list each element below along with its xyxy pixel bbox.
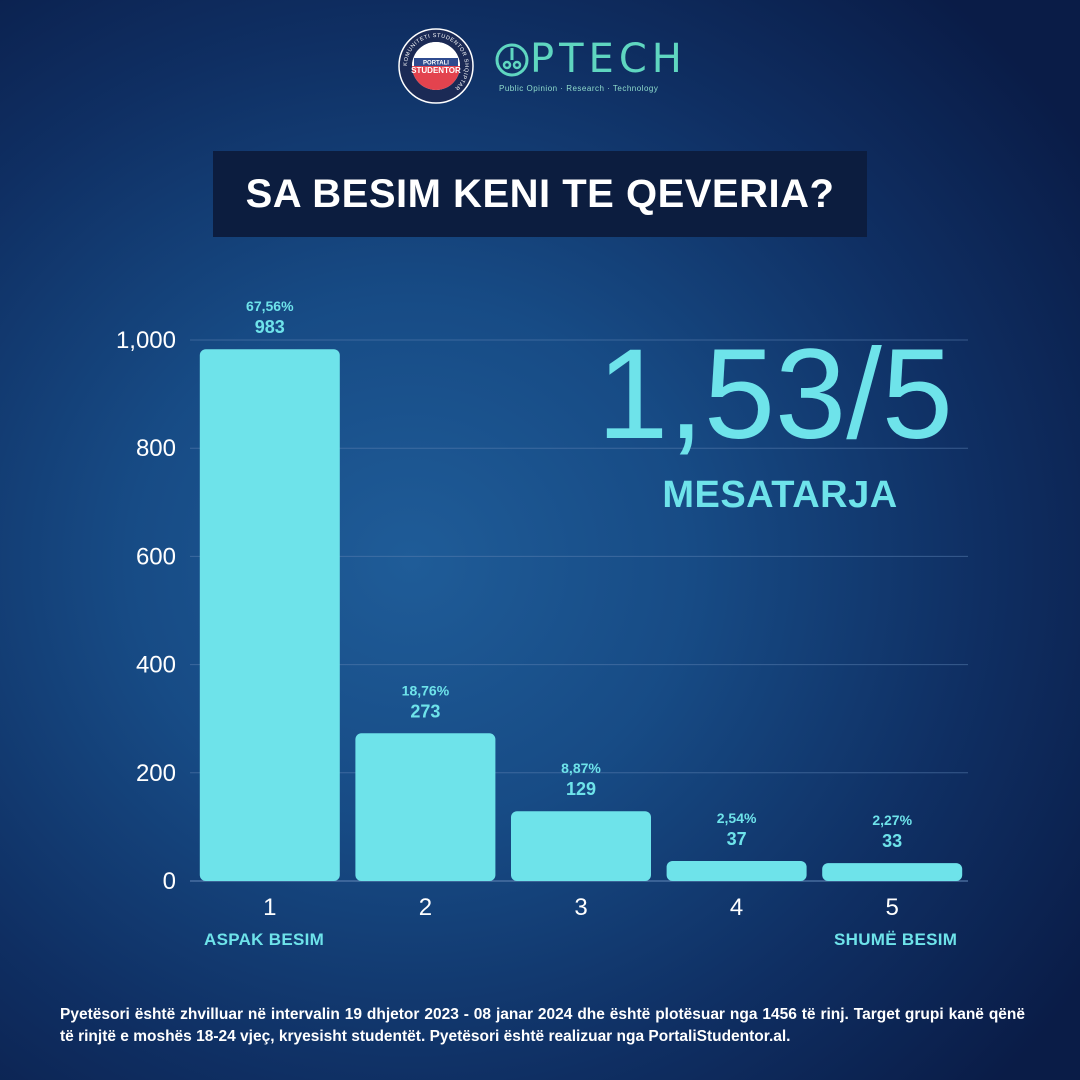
scale-high-label: SHUMË BESIM bbox=[834, 930, 958, 949]
y-tick-label: 600 bbox=[136, 543, 176, 570]
x-category-label: 4 bbox=[730, 894, 743, 921]
bars bbox=[199, 349, 963, 881]
bar-percent-label: 2,54% bbox=[717, 810, 757, 826]
bar-value-label: 129 bbox=[566, 779, 596, 799]
x-category-label: 3 bbox=[574, 894, 587, 921]
bar bbox=[666, 860, 807, 881]
chart-title: SA BESIM KENI TE QEVERIA? bbox=[245, 171, 835, 216]
optech-wordmark: PTECH bbox=[530, 36, 687, 82]
y-tick-label: 800 bbox=[136, 435, 176, 462]
y-tick-label: 400 bbox=[136, 652, 176, 679]
bar-value-label: 37 bbox=[727, 829, 747, 849]
title-banner: SA BESIM KENI TE QEVERIA? bbox=[213, 151, 867, 237]
average-label: MESATARJA bbox=[662, 474, 898, 516]
bar-percent-label: 18,76% bbox=[402, 682, 450, 698]
bar bbox=[511, 811, 651, 881]
bar-value-label: 33 bbox=[882, 831, 902, 851]
portali-studentor-seal-logo: PORTALI STUDENTOR KOMUNITETI STUDENTOR S… bbox=[398, 28, 474, 104]
bar-labels: 67,56% 983 18,76% 273 8,87% 129 2,54% 37 2,27% 33 bbox=[246, 298, 913, 851]
svg-text:STUDENTOR: STUDENTOR bbox=[411, 66, 461, 75]
logo-bar: PORTALI STUDENTOR KOMUNITETI STUDENTOR S… bbox=[0, 0, 1080, 110]
x-category-label: 2 bbox=[419, 894, 432, 921]
x-category-label: 1 bbox=[263, 894, 276, 921]
x-axis-labels: 1 2 3 4 5 bbox=[263, 894, 899, 921]
bar bbox=[822, 863, 963, 881]
y-tick-label: 200 bbox=[136, 760, 176, 787]
average-score: 1,53/5 bbox=[597, 323, 953, 466]
y-tick-label: 0 bbox=[163, 868, 176, 895]
bar-value-label: 273 bbox=[410, 701, 440, 721]
y-tick-label: 1,000 bbox=[116, 327, 176, 354]
optech-o-icon bbox=[495, 43, 529, 77]
bar bbox=[199, 349, 340, 881]
svg-text:PORTALI: PORTALI bbox=[423, 61, 449, 67]
bar-value-label: 983 bbox=[255, 317, 285, 337]
bar-percent-label: 2,27% bbox=[872, 812, 912, 828]
bar-percent-label: 8,87% bbox=[561, 760, 601, 776]
scale-low-label: ASPAK BESIM bbox=[204, 930, 325, 949]
optech-tagline: Public Opinion · Research · Technology bbox=[499, 84, 659, 93]
footer-note: Pyetësori është zhvilluar në intervalin … bbox=[60, 1006, 1025, 1045]
bar bbox=[355, 733, 496, 881]
bar-percent-label: 67,56% bbox=[246, 298, 294, 314]
y-axis-ticks: 0 200 400 600 800 1,000 bbox=[116, 327, 176, 895]
x-category-label: 5 bbox=[886, 894, 899, 921]
